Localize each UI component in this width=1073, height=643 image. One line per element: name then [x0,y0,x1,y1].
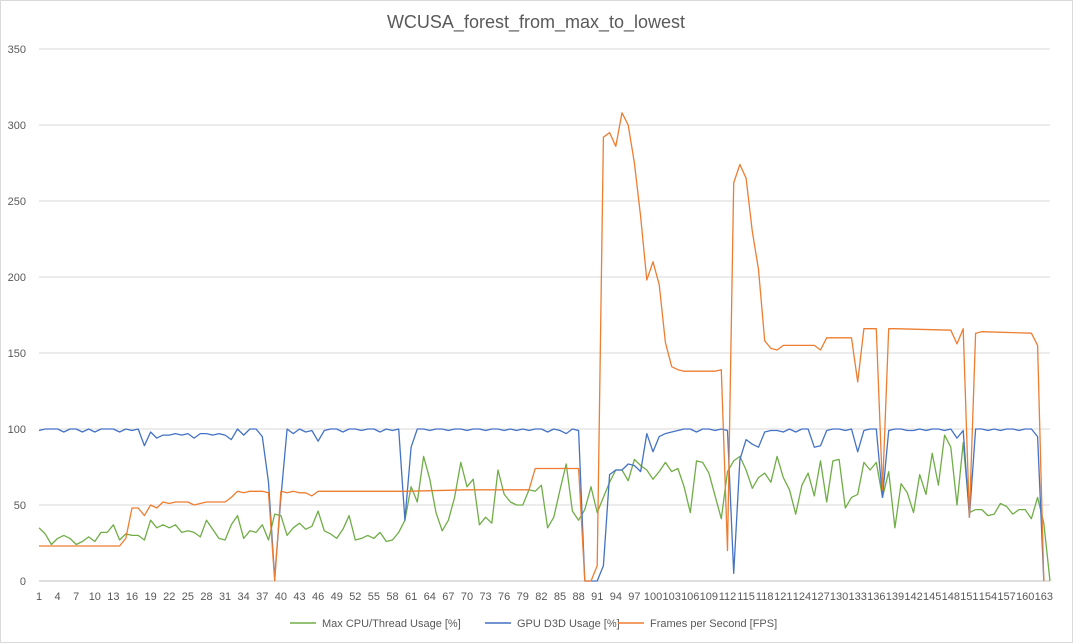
y-axis-ticks: 0 50 100 150 200 250 300 350 [8,44,26,588]
x-tick-label: 136 [867,591,885,603]
x-tick-label: 106 [681,591,699,603]
x-tick-label: 7 [73,591,79,603]
gridlines [39,48,1050,582]
x-tick-label: 52 [349,591,361,603]
x-tick-label: 127 [811,591,829,603]
x-tick-label: 148 [942,591,960,603]
x-tick-label: 34 [238,591,250,603]
x-tick-label: 76 [498,591,510,603]
x-tick-label: 64 [424,591,436,603]
y-tick-label: 100 [8,424,26,436]
legend: Max CPU/Thread Usage [%] GPU D3D Usage [%… [290,618,777,630]
x-tick-label: 43 [293,591,305,603]
x-tick-label: 13 [107,591,119,603]
x-tick-label: 97 [628,591,640,603]
y-tick-label: 250 [8,196,26,208]
x-tick-label: 124 [793,591,811,603]
x-tick-label: 112 [719,591,737,603]
x-axis-ticks: 1 4 7 10 13 16 19 22 25 28 31 34 37 40 43 46 49 52 55 58 61 6… [36,591,1053,603]
series-lines [38,112,1051,582]
x-tick-label: 28 [200,591,212,603]
y-tick-label: 0 [20,576,26,588]
x-tick-label: 163 [1035,591,1053,603]
x-tick-label: 79 [517,591,529,603]
legend-label: Frames per Second [FPS] [650,618,777,630]
x-tick-label: 94 [610,591,622,603]
x-tick-label: 130 [830,591,848,603]
y-tick-label: 300 [8,120,26,132]
legend-label: Max CPU/Thread Usage [%] [322,618,461,630]
x-tick-label: 118 [756,591,774,603]
x-tick-label: 31 [219,591,231,603]
series-line-3 [39,112,1045,582]
x-tick-label: 82 [535,591,547,603]
x-tick-label: 46 [312,591,324,603]
x-tick-label: 103 [662,591,680,603]
x-tick-label: 4 [55,591,61,603]
x-tick-label: 121 [774,591,792,603]
y-tick-label: 50 [14,500,26,512]
x-tick-label: 16 [126,591,138,603]
x-tick-label: 19 [145,591,157,603]
x-tick-label: 49 [331,591,343,603]
x-tick-label: 22 [163,591,175,603]
y-tick-label: 150 [8,348,26,360]
x-tick-label: 73 [479,591,491,603]
x-tick-label: 25 [182,591,194,603]
x-tick-label: 10 [89,591,101,603]
x-tick-label: 154 [979,591,997,603]
x-tick-label: 55 [368,591,380,603]
x-tick-label: 88 [572,591,584,603]
x-tick-label: 133 [849,591,867,603]
legend-label: GPU D3D Usage [%] [517,618,620,630]
x-tick-label: 109 [700,591,718,603]
x-tick-label: 145 [923,591,941,603]
x-tick-label: 115 [737,591,755,603]
x-tick-label: 139 [886,591,904,603]
y-tick-label: 200 [8,272,26,284]
y-tick-label: 350 [8,44,26,56]
x-tick-label: 70 [461,591,473,603]
x-tick-label: 85 [554,591,566,603]
x-tick-label: 151 [960,591,978,603]
x-tick-label: 37 [256,591,268,603]
x-tick-label: 157 [997,591,1015,603]
series-line-2 [38,428,1045,582]
x-tick-label: 40 [275,591,287,603]
x-tick-label: 58 [386,591,398,603]
x-tick-label: 142 [904,591,922,603]
x-tick-label: 100 [644,591,662,603]
x-tick-label: 61 [405,591,417,603]
x-tick-label: 91 [591,591,603,603]
x-tick-label: 1 [36,591,42,603]
x-tick-label: 67 [442,591,454,603]
chart-title: WCUSA_forest_from_max_to_lowest [387,12,685,33]
x-tick-label: 160 [1016,591,1034,603]
